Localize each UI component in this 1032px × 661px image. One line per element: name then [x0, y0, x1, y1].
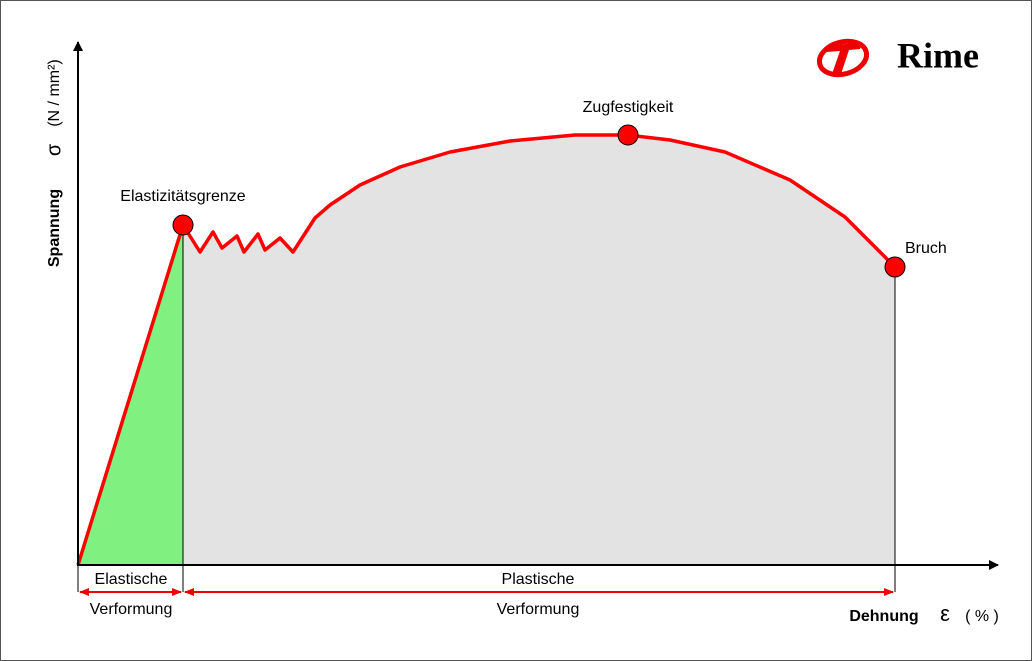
y-axis-label: Spannung — [46, 189, 63, 267]
region-label: Plastische — [502, 571, 575, 588]
point-label: Zugfestigkeit — [583, 99, 674, 116]
point-marker — [172, 214, 194, 236]
stress-strain-curve — [76, 133, 897, 566]
region-label: Verformung — [497, 601, 580, 618]
plastic-area — [183, 135, 895, 565]
logo-text: Rime — [897, 35, 979, 75]
region-label: Verformung — [90, 601, 173, 618]
region-label: Elastische — [95, 571, 168, 588]
point-marker — [884, 256, 906, 278]
y-axis-symbol: σ — [43, 143, 65, 156]
point-marker — [617, 124, 639, 146]
logo: Rime — [816, 35, 979, 78]
x-axis-unit: ( % ) — [965, 608, 999, 625]
y-axis-unit: (N / mm²) — [46, 59, 63, 127]
point-label: Elastizitätsgrenze — [120, 188, 245, 205]
x-axis-label: Dehnung — [849, 608, 918, 625]
point-label: Bruch — [905, 240, 947, 257]
x-axis-symbol: ε — [940, 601, 950, 626]
